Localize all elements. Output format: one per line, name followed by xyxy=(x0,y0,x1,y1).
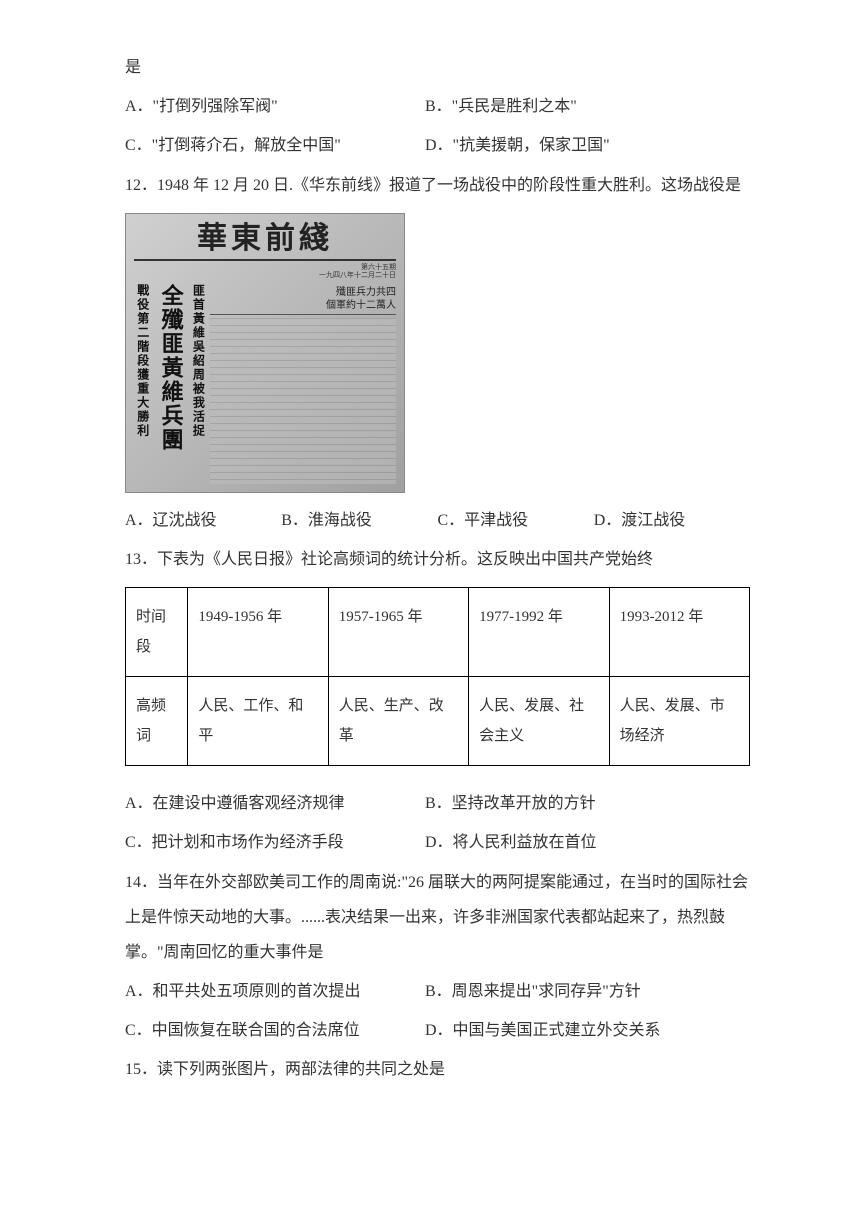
q14-option-b[interactable]: B．周恩来提出"求同存异"方针 xyxy=(425,974,750,1009)
q14-options-row1: A．和平共处五项原则的首次提出 B．周恩来提出"求同存异"方针 xyxy=(125,974,750,1009)
table-cell: 人民、工作、和平 xyxy=(188,677,328,766)
newspaper-col4b: 個軍約十二萬人 xyxy=(326,300,396,311)
newspaper-date: 一九四八年十二月二十日 xyxy=(319,271,396,279)
newspaper-issue-no: 第六十五期 xyxy=(361,263,396,271)
q14-option-c[interactable]: C．中国恢复在联合国的合法席位 xyxy=(125,1013,425,1048)
table-row: 高频词 人民、工作、和平 人民、生产、改革 人民、发展、社会主义 人民、发展、市… xyxy=(126,677,750,766)
table-row: 时间段 1949-1956 年 1957-1965 年 1977-1992 年 … xyxy=(126,588,750,677)
q13-option-c[interactable]: C．把计划和市场作为经济手段 xyxy=(125,825,425,860)
q11-options-row1: A．"打倒列强除军阀" B．"兵民是胜利之本" xyxy=(125,89,750,124)
newspaper-body: 戰役第二階段獲重大勝利 全殲匪黃維兵團 匪首黃維吳紹周被我活捉 殲匪兵力共四 個… xyxy=(134,284,396,484)
q12-option-c[interactable]: C．平津战役 xyxy=(438,503,594,538)
table-cell: 人民、生产、改革 xyxy=(328,677,468,766)
q14-options-row2: C．中国恢复在联合国的合法席位 D．中国与美国正式建立外交关系 xyxy=(125,1013,750,1048)
q11-option-c[interactable]: C．"打倒蒋介石，解放全中国" xyxy=(125,128,425,163)
q13-option-a[interactable]: A．在建设中遵循客观经济规律 xyxy=(125,786,425,821)
q13-stem: 13．下表为《人民日报》社论高频词的统计分析。这反映出中国共产党始终 xyxy=(125,542,750,577)
newspaper-headline: 殲匪兵力共四 個軍約十二萬人 xyxy=(210,284,396,315)
table-cell: 1949-1956 年 xyxy=(188,588,328,677)
q11-options-row2: C．"打倒蒋介石，解放全中国" D．"抗美援朝，保家卫国" xyxy=(125,128,750,163)
table-cell: 1977-1992 年 xyxy=(469,588,609,677)
q13-option-b[interactable]: B．坚持改革开放的方针 xyxy=(425,786,750,821)
table-cell: 1957-1965 年 xyxy=(328,588,468,677)
q13-option-d[interactable]: D．将人民利益放在首位 xyxy=(425,825,750,860)
q12-options-row: A．辽沈战役 B．淮海战役 C．平津战役 D．渡江战役 xyxy=(125,503,750,538)
q14-option-d[interactable]: D．中国与美国正式建立外交关系 xyxy=(425,1013,750,1048)
q15-stem: 15．读下列两张图片，两部法律的共同之处是 xyxy=(125,1052,750,1087)
q12-stem: 12．1948 年 12 月 20 日.《华东前线》报道了一场战役中的阶段性重大… xyxy=(125,168,750,203)
q12-option-a[interactable]: A．辽沈战役 xyxy=(125,503,281,538)
q12-option-d[interactable]: D．渡江战役 xyxy=(594,503,750,538)
newspaper-issue: 第六十五期 一九四八年十二月二十日 xyxy=(134,263,396,280)
q11-option-a[interactable]: A．"打倒列强除军阀" xyxy=(125,89,425,124)
newspaper-col4a: 殲匪兵力共四 xyxy=(336,287,396,298)
table-cell: 1993-2012 年 xyxy=(609,588,749,677)
newspaper-title: 華東前綫 xyxy=(134,222,396,261)
q11-option-d[interactable]: D．"抗美援朝，保家卫国" xyxy=(425,128,750,163)
table-row-label: 时间段 xyxy=(126,588,188,677)
table-cell: 人民、发展、市场经济 xyxy=(609,677,749,766)
q11-tail: 是 xyxy=(125,50,750,85)
frequency-table: 时间段 1949-1956 年 1957-1965 年 1977-1992 年 … xyxy=(125,587,750,766)
q12-option-b[interactable]: B．淮海战役 xyxy=(281,503,437,538)
q13-options-row1: A．在建设中遵循客观经济规律 B．坚持改革开放的方针 xyxy=(125,786,750,821)
q14-option-a[interactable]: A．和平共处五项原则的首次提出 xyxy=(125,974,425,1009)
table-row-label: 高频词 xyxy=(126,677,188,766)
table-cell: 人民、发展、社会主义 xyxy=(469,677,609,766)
newspaper-col1: 戰役第二階段獲重大勝利 xyxy=(134,284,151,438)
newspaper-text-block xyxy=(210,318,396,484)
newspaper-col3: 匪首黃維吳紹周被我活捉 xyxy=(190,284,207,438)
q11-option-b[interactable]: B．"兵民是胜利之本" xyxy=(425,89,750,124)
newspaper-image: 華東前綫 第六十五期 一九四八年十二月二十日 戰役第二階段獲重大勝利 全殲匪黃維… xyxy=(125,213,405,493)
newspaper-col2: 全殲匪黃維兵團 xyxy=(155,284,186,452)
q13-options-row2: C．把计划和市场作为经济手段 D．将人民利益放在首位 xyxy=(125,825,750,860)
q14-stem: 14．当年在外交部欧美司工作的周南说:"26 届联大的两阿提案能通过，在当时的国… xyxy=(125,865,750,971)
